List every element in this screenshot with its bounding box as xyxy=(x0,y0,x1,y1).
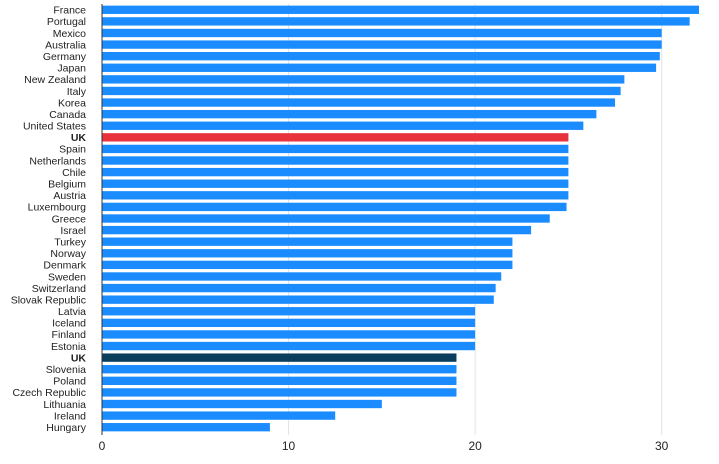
category-label: Korea xyxy=(58,97,86,109)
bar xyxy=(102,109,597,119)
bar xyxy=(102,225,532,235)
category-label: UK xyxy=(71,352,87,364)
bar xyxy=(102,40,662,49)
category-label: Norway xyxy=(50,248,86,260)
category-labels: FrancePortugalMexicoAustraliaGermanyJapa… xyxy=(11,5,87,434)
bar xyxy=(102,133,569,142)
category-label: Portugal xyxy=(47,16,86,28)
bar xyxy=(102,63,657,72)
bar xyxy=(102,318,476,328)
bar xyxy=(102,295,494,304)
category-label: Australia xyxy=(45,39,86,51)
bar xyxy=(102,388,457,397)
category-label: Israel xyxy=(60,225,86,237)
x-tick-label: 30 xyxy=(655,439,669,453)
x-tick-label: 0 xyxy=(99,439,106,453)
category-label: Luxembourg xyxy=(28,202,87,214)
bar xyxy=(102,376,457,385)
category-label: Slovenia xyxy=(46,364,86,376)
bar xyxy=(102,86,621,96)
category-label: Finland xyxy=(52,329,87,341)
bars xyxy=(102,5,699,432)
category-label: Chile xyxy=(62,167,86,179)
category-label: Spain xyxy=(59,144,86,156)
bar xyxy=(102,399,382,409)
bar xyxy=(102,214,550,223)
bar xyxy=(102,17,690,26)
bar xyxy=(102,5,699,14)
category-label: Slovak Republic xyxy=(11,294,86,306)
category-label: Czech Republic xyxy=(12,387,86,399)
category-label: Hungary xyxy=(46,422,86,434)
category-label: Switzerland xyxy=(32,283,86,295)
category-label: Ireland xyxy=(54,410,86,422)
category-label: Sweden xyxy=(48,271,86,283)
bar xyxy=(102,260,513,270)
bar xyxy=(102,365,457,374)
x-tick-label: 10 xyxy=(282,439,296,453)
category-label: Estonia xyxy=(51,341,86,353)
bar xyxy=(102,156,569,165)
x-tick-label: 20 xyxy=(468,439,482,453)
category-label: Lithuania xyxy=(43,399,86,411)
category-label: Germany xyxy=(43,51,87,63)
bar xyxy=(102,283,496,293)
bar xyxy=(102,411,336,420)
bar xyxy=(102,121,584,130)
category-label: France xyxy=(53,5,86,17)
bar xyxy=(102,330,476,339)
category-label: Netherlands xyxy=(29,155,86,167)
bar xyxy=(102,237,513,246)
x-tick-labels: 0 10 20 30 xyxy=(99,439,669,453)
category-label: Greece xyxy=(52,213,87,225)
bar xyxy=(102,249,513,258)
category-label: Austria xyxy=(53,190,86,202)
category-label: United States xyxy=(23,121,86,133)
category-label: UK xyxy=(71,132,87,144)
category-label: Turkey xyxy=(54,236,86,248)
category-label: Italy xyxy=(67,86,87,98)
bar xyxy=(102,423,270,432)
bar xyxy=(102,179,569,188)
category-label: Denmark xyxy=(43,260,86,272)
bar xyxy=(102,98,616,107)
bar xyxy=(102,52,660,61)
category-label: Latvia xyxy=(58,306,86,318)
bar xyxy=(102,75,625,84)
bar xyxy=(102,202,567,212)
category-label: Japan xyxy=(57,63,86,75)
bar xyxy=(102,272,502,281)
category-label: Mexico xyxy=(53,28,86,40)
bar xyxy=(102,353,457,362)
category-label: Iceland xyxy=(52,318,86,330)
category-label: New Zealand xyxy=(24,74,86,86)
category-label: Poland xyxy=(53,376,86,388)
bar xyxy=(102,144,569,154)
category-label: Belgium xyxy=(48,179,86,191)
bar xyxy=(102,28,662,38)
category-label: Canada xyxy=(49,109,86,121)
bar xyxy=(102,307,476,316)
bar xyxy=(102,167,569,177)
bar xyxy=(102,191,569,200)
bar xyxy=(102,341,476,351)
